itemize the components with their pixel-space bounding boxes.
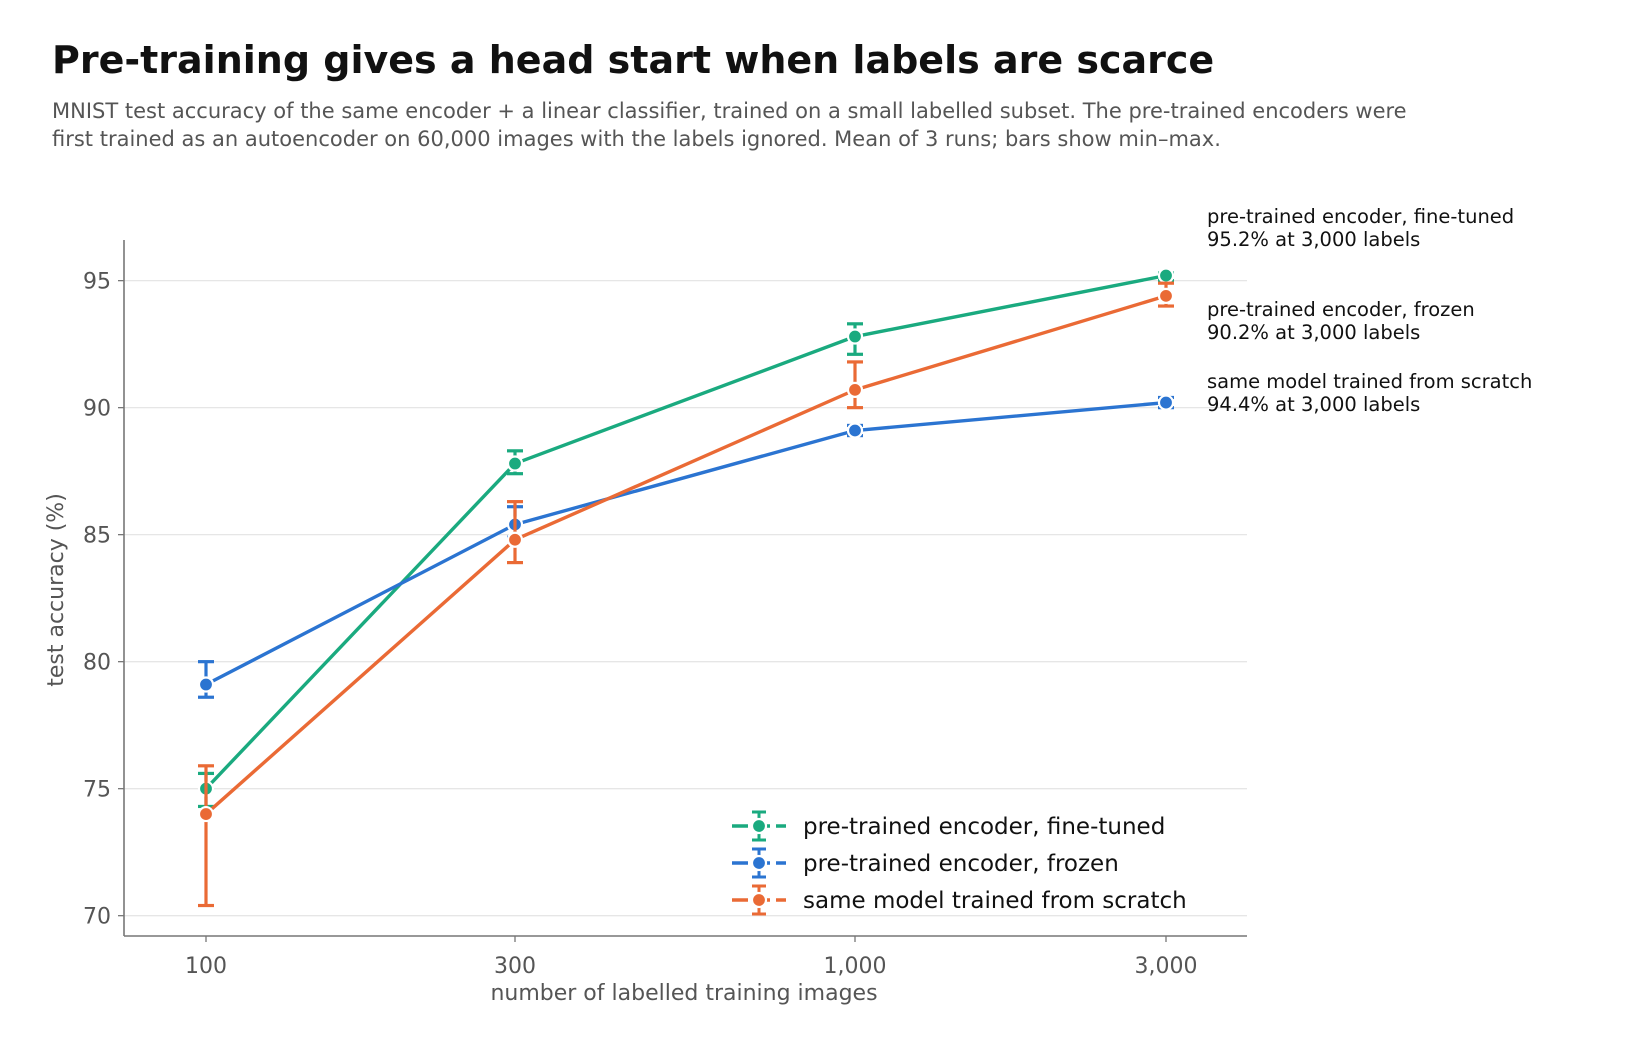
data-point xyxy=(1157,267,1175,284)
end-label-value: 94.4% at 3,000 labels xyxy=(1207,393,1420,416)
x-axis-label: number of labelled training images xyxy=(490,981,877,1006)
series-group xyxy=(197,267,1175,908)
axes: 70 75 80 85 90 95 100 300 1,000 3,000 xyxy=(83,240,1247,979)
end-label-value: 95.2% at 3,000 labels xyxy=(1207,228,1420,251)
subtitle-line-1: MNIST test accuracy of the same encoder … xyxy=(52,99,1407,123)
chart-title: Pre-training gives a head start when lab… xyxy=(52,38,1215,82)
y-tick-label: 80 xyxy=(83,651,111,676)
legend-label: pre-trained encoder, fine-tuned xyxy=(803,814,1165,840)
series-same-model-trained-from-scratch xyxy=(197,281,1175,908)
y-tick-label: 95 xyxy=(83,270,111,295)
y-tick-label: 85 xyxy=(83,524,111,549)
data-point xyxy=(197,676,215,693)
legend-marker-swatch xyxy=(750,891,768,909)
data-point xyxy=(846,381,864,398)
series-pre-trained-encoder-frozen xyxy=(197,394,1175,699)
y-tick-label: 90 xyxy=(83,397,111,422)
legend-item: pre-trained encoder, fine-tuned xyxy=(732,810,1165,842)
data-point xyxy=(846,328,864,345)
series-line xyxy=(204,294,1167,816)
legend: pre-trained encoder, fine-tuned pre-train… xyxy=(732,810,1187,916)
end-label-name: same model trained from scratch xyxy=(1207,370,1532,393)
x-tick-label: 100 xyxy=(185,954,227,979)
y-axis-label: test accuracy (%) xyxy=(44,493,69,687)
end-label-value: 90.2% at 3,000 labels xyxy=(1207,321,1420,344)
gridlines xyxy=(124,279,1247,917)
x-tick-label: 3,000 xyxy=(1135,954,1198,979)
end-label-name: pre-trained encoder, frozen xyxy=(1207,298,1475,321)
data-point xyxy=(1157,394,1175,411)
x-tick-label: 1,000 xyxy=(824,954,887,979)
data-point xyxy=(846,422,864,439)
end-label-name: pre-trained encoder, fine-tuned xyxy=(1207,205,1514,228)
chart-subtitle: MNIST test accuracy of the same encoder … xyxy=(52,97,1407,153)
data-point xyxy=(506,455,524,472)
data-point xyxy=(506,531,524,548)
series-line xyxy=(205,400,1167,687)
legend-item: pre-trained encoder, frozen xyxy=(732,847,1119,879)
legend-marker-swatch xyxy=(750,854,768,872)
data-point xyxy=(197,805,215,823)
subtitle-line-2: first trained as an autoencoder on 60,00… xyxy=(52,127,1221,151)
x-tick-label: 300 xyxy=(494,954,536,979)
data-point xyxy=(1157,287,1175,304)
y-tick-label: 70 xyxy=(83,905,111,930)
series-pre-trained-encoder-fine-tuned xyxy=(197,267,1175,809)
y-tick-label: 75 xyxy=(83,778,111,803)
legend-marker-swatch xyxy=(750,817,768,835)
legend-item: same model trained from scratch xyxy=(732,884,1187,916)
legend-label: same model trained from scratch xyxy=(803,888,1187,914)
legend-label: pre-trained encoder, frozen xyxy=(803,851,1119,877)
series-line xyxy=(204,273,1167,790)
